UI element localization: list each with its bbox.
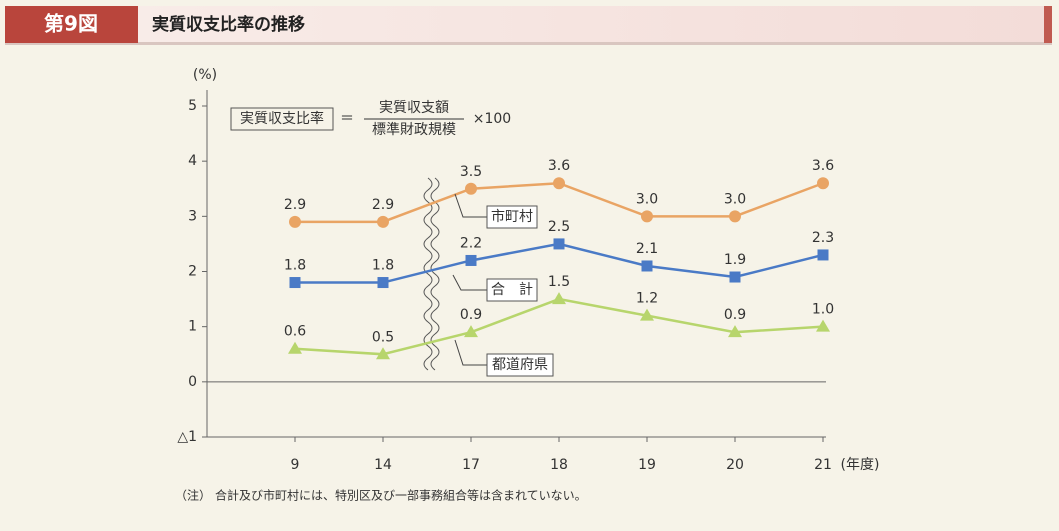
y-tick-label: 2	[188, 264, 197, 280]
y-tick-label: 4	[188, 153, 197, 169]
x-unit: (年度)	[841, 457, 880, 473]
point	[817, 249, 829, 261]
value-label: 2.2	[460, 235, 482, 251]
value-label: 1.2	[636, 291, 658, 307]
formula-multiplier: ×100	[473, 111, 511, 127]
y-tick-label: 5	[188, 98, 197, 114]
value-label: 1.0	[812, 302, 834, 318]
value-label: 0.5	[372, 329, 394, 345]
point	[553, 238, 565, 250]
value-label: 2.5	[548, 219, 570, 235]
y-tick-label: 0	[188, 374, 197, 390]
value-label: 1.5	[548, 274, 570, 290]
x-tick-label: 9	[291, 457, 300, 473]
legend-label: 市町村	[491, 208, 533, 225]
point	[288, 341, 302, 354]
header-title: 実質収支比率の推移	[152, 14, 305, 35]
y-tick-label: △1	[177, 429, 197, 445]
value-label: 0.9	[460, 307, 482, 323]
value-label: 0.9	[724, 307, 746, 323]
value-label: 2.9	[284, 197, 306, 213]
point	[729, 210, 741, 223]
header-shadow	[5, 42, 1052, 45]
value-label: 3.0	[724, 191, 746, 207]
point	[729, 271, 741, 283]
x-tick-label: 19	[638, 457, 656, 473]
value-label: 2.1	[636, 241, 658, 257]
note: 合計及び市町村には、特別区及び一部事務組合等は含まれていない。	[215, 488, 587, 503]
legend-box	[486, 353, 554, 377]
formula-box	[230, 107, 334, 131]
formula-numerator: 実質収支額	[379, 100, 449, 116]
point	[641, 260, 653, 272]
badge-text: 第9図	[44, 12, 98, 36]
value-label: 1.8	[372, 258, 394, 274]
x-tick-label: 20	[726, 457, 744, 473]
x-tick-label: 17	[462, 457, 480, 473]
y-tick-label: 3	[188, 208, 197, 224]
point	[465, 254, 477, 266]
value-label: 0.6	[284, 324, 306, 340]
point	[641, 210, 653, 223]
value-label: 3.6	[548, 158, 570, 174]
point	[376, 347, 390, 360]
formula-equals: ＝	[340, 111, 354, 127]
value-label: 2.3	[812, 230, 834, 246]
note-label: （注）	[175, 488, 211, 503]
point	[377, 215, 389, 228]
header-edge	[1044, 6, 1052, 43]
leader-line	[452, 274, 487, 291]
legend-label: 都道府県	[492, 357, 548, 373]
y-tick-label: 1	[188, 319, 197, 335]
legend-box	[486, 278, 538, 302]
point	[552, 292, 566, 305]
x-tick-label: 14	[374, 457, 392, 473]
point	[464, 325, 478, 338]
point	[816, 319, 830, 332]
point	[728, 325, 742, 338]
point	[465, 182, 477, 195]
value-label: 3.5	[460, 164, 482, 180]
axis-break	[423, 177, 433, 371]
formula-denominator: 標準財政規模	[372, 122, 456, 138]
leader-line	[454, 339, 487, 366]
leader-line	[454, 193, 487, 218]
point	[289, 215, 301, 228]
value-label: 3.0	[636, 191, 658, 207]
point	[289, 277, 301, 289]
point	[817, 177, 829, 190]
axis-break	[430, 177, 440, 371]
point	[640, 308, 654, 321]
x-tick-label: 21	[814, 457, 832, 473]
y-unit: (%)	[193, 67, 217, 83]
header-bar	[5, 6, 1052, 43]
x-tick-label: 18	[550, 457, 568, 473]
value-label: 2.9	[372, 197, 394, 213]
value-label: 1.9	[724, 252, 746, 268]
legend-label: 合 計	[491, 282, 533, 298]
value-label: 3.6	[812, 158, 834, 174]
point	[553, 177, 565, 190]
formula-left: 実質収支比率	[240, 110, 324, 127]
legend-box	[486, 205, 538, 229]
badge	[5, 6, 138, 43]
value-label: 1.8	[284, 258, 306, 274]
point	[377, 277, 389, 289]
